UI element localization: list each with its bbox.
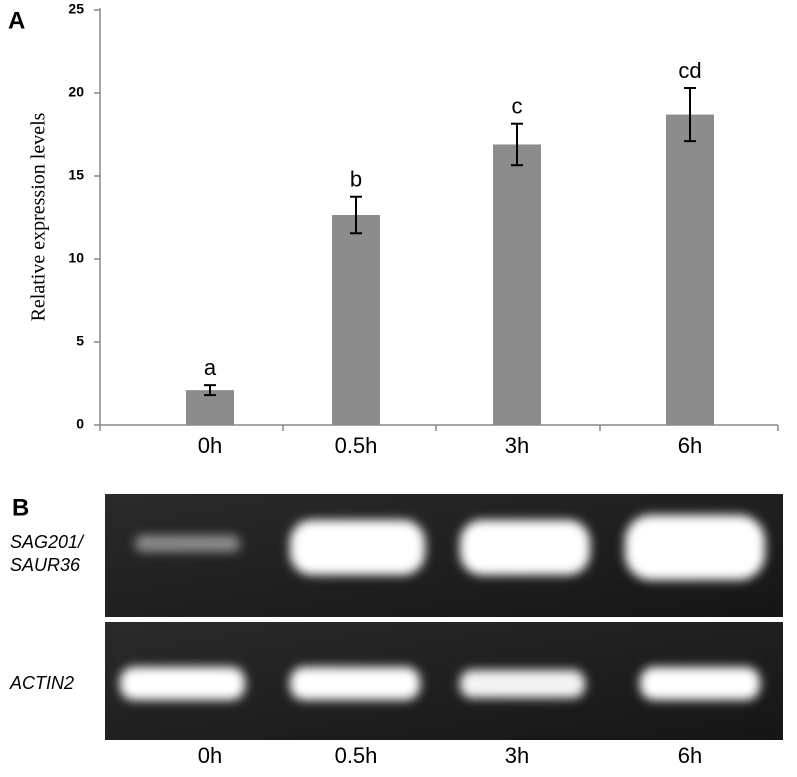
panel-label: A bbox=[8, 7, 25, 34]
gel-band bbox=[460, 670, 585, 698]
gel-row-label: SAUR36 bbox=[10, 555, 81, 575]
x-tick-label: 6h bbox=[678, 433, 702, 458]
bar bbox=[493, 144, 541, 425]
gel-band bbox=[460, 520, 590, 575]
gel-row-label: ACTIN2 bbox=[9, 673, 74, 693]
annotation: a bbox=[204, 355, 217, 380]
gel-lane-label: 6h bbox=[678, 743, 702, 768]
y-tick-label: 20 bbox=[68, 84, 84, 100]
error-bar bbox=[350, 195, 362, 235]
x-tick-label: 0h bbox=[198, 433, 222, 458]
y-axis-label: Relative expression levels bbox=[28, 112, 50, 321]
gel-band bbox=[120, 667, 245, 700]
y-tick-label: 0 bbox=[76, 416, 84, 432]
bar bbox=[666, 114, 714, 425]
gel-lane-label: 0.5h bbox=[335, 743, 378, 768]
annotation: b bbox=[350, 167, 362, 192]
y-tick-label: 5 bbox=[76, 333, 84, 349]
gel-lane-label: 0h bbox=[198, 743, 222, 768]
bar bbox=[332, 215, 380, 425]
gel-bands bbox=[120, 515, 765, 700]
annotation: c bbox=[512, 94, 523, 119]
y-tick-label: 10 bbox=[68, 250, 84, 266]
gel-band bbox=[625, 515, 765, 580]
annotation: cd bbox=[678, 58, 701, 83]
gel-band bbox=[290, 520, 425, 575]
gel-lane-label: 3h bbox=[505, 743, 529, 768]
error-bar bbox=[511, 122, 523, 167]
y-tick-label: 25 bbox=[68, 1, 84, 17]
error-bar bbox=[684, 87, 696, 143]
gel-band bbox=[135, 535, 240, 552]
x-tick-label: 0.5h bbox=[335, 433, 378, 458]
x-tick-label: 3h bbox=[505, 433, 529, 458]
panel-label: B bbox=[12, 494, 29, 521]
gel-band bbox=[640, 667, 760, 700]
y-tick-label: 15 bbox=[68, 167, 84, 183]
gel-band bbox=[290, 667, 420, 700]
error-bar bbox=[204, 384, 216, 397]
gel-row-label: SAG201/ bbox=[10, 532, 85, 552]
